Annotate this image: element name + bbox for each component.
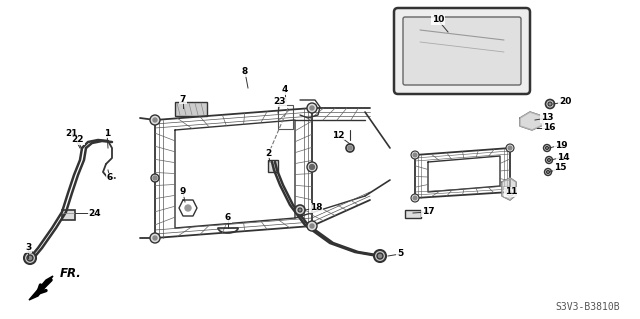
Circle shape <box>547 159 550 161</box>
Circle shape <box>150 233 160 243</box>
Text: 9: 9 <box>180 188 186 197</box>
Text: 6: 6 <box>107 174 113 182</box>
Circle shape <box>377 253 383 259</box>
Polygon shape <box>520 112 543 130</box>
Text: 20: 20 <box>559 98 571 107</box>
Text: 3: 3 <box>25 243 31 253</box>
Bar <box>268 160 278 172</box>
Text: 2: 2 <box>265 149 271 158</box>
Bar <box>62 210 75 220</box>
Circle shape <box>346 144 354 152</box>
Circle shape <box>298 208 302 212</box>
Circle shape <box>545 157 552 164</box>
Circle shape <box>374 250 386 262</box>
FancyBboxPatch shape <box>403 17 521 85</box>
Circle shape <box>310 224 314 228</box>
Text: 4: 4 <box>282 85 288 94</box>
Bar <box>405 210 421 218</box>
Text: 23: 23 <box>274 98 286 107</box>
Text: 12: 12 <box>332 130 344 139</box>
FancyBboxPatch shape <box>175 102 207 116</box>
Circle shape <box>543 145 550 152</box>
Polygon shape <box>29 276 53 300</box>
Circle shape <box>545 100 554 108</box>
Text: FR.: FR. <box>60 267 82 280</box>
FancyBboxPatch shape <box>394 8 530 94</box>
Circle shape <box>307 221 317 231</box>
Circle shape <box>153 176 157 180</box>
Text: 8: 8 <box>242 68 248 77</box>
Circle shape <box>506 188 514 196</box>
Text: 11: 11 <box>505 188 517 197</box>
Text: 17: 17 <box>422 207 435 217</box>
Text: 19: 19 <box>555 140 567 150</box>
Circle shape <box>151 174 159 182</box>
Circle shape <box>506 144 514 152</box>
Circle shape <box>411 194 419 202</box>
Circle shape <box>27 255 33 261</box>
Text: 24: 24 <box>89 209 101 218</box>
Circle shape <box>545 146 548 150</box>
Text: 7: 7 <box>180 94 186 103</box>
Circle shape <box>185 205 191 211</box>
Text: 1: 1 <box>104 129 110 137</box>
Text: 21: 21 <box>66 129 78 137</box>
Text: 15: 15 <box>554 164 566 173</box>
Text: S3V3-B3810B: S3V3-B3810B <box>556 302 620 312</box>
Circle shape <box>547 170 550 174</box>
Circle shape <box>348 146 352 150</box>
Circle shape <box>508 146 512 150</box>
Bar <box>278 105 293 129</box>
Circle shape <box>307 103 317 113</box>
Text: 10: 10 <box>432 16 444 25</box>
Circle shape <box>310 106 314 110</box>
Circle shape <box>153 118 157 122</box>
Circle shape <box>307 162 317 172</box>
Circle shape <box>548 102 552 106</box>
Circle shape <box>24 252 36 264</box>
Text: 22: 22 <box>72 136 84 145</box>
Text: 18: 18 <box>310 204 323 212</box>
Text: 13: 13 <box>541 114 553 122</box>
Text: 14: 14 <box>557 152 570 161</box>
Circle shape <box>295 205 305 215</box>
Circle shape <box>153 236 157 240</box>
Text: 6: 6 <box>225 213 231 222</box>
Circle shape <box>310 165 314 169</box>
Circle shape <box>150 115 160 125</box>
Text: 16: 16 <box>543 123 556 132</box>
Circle shape <box>508 190 512 194</box>
Polygon shape <box>502 178 516 200</box>
Circle shape <box>411 151 419 159</box>
Text: 5: 5 <box>397 249 403 258</box>
Circle shape <box>413 153 417 157</box>
Circle shape <box>545 168 552 175</box>
Circle shape <box>413 196 417 200</box>
